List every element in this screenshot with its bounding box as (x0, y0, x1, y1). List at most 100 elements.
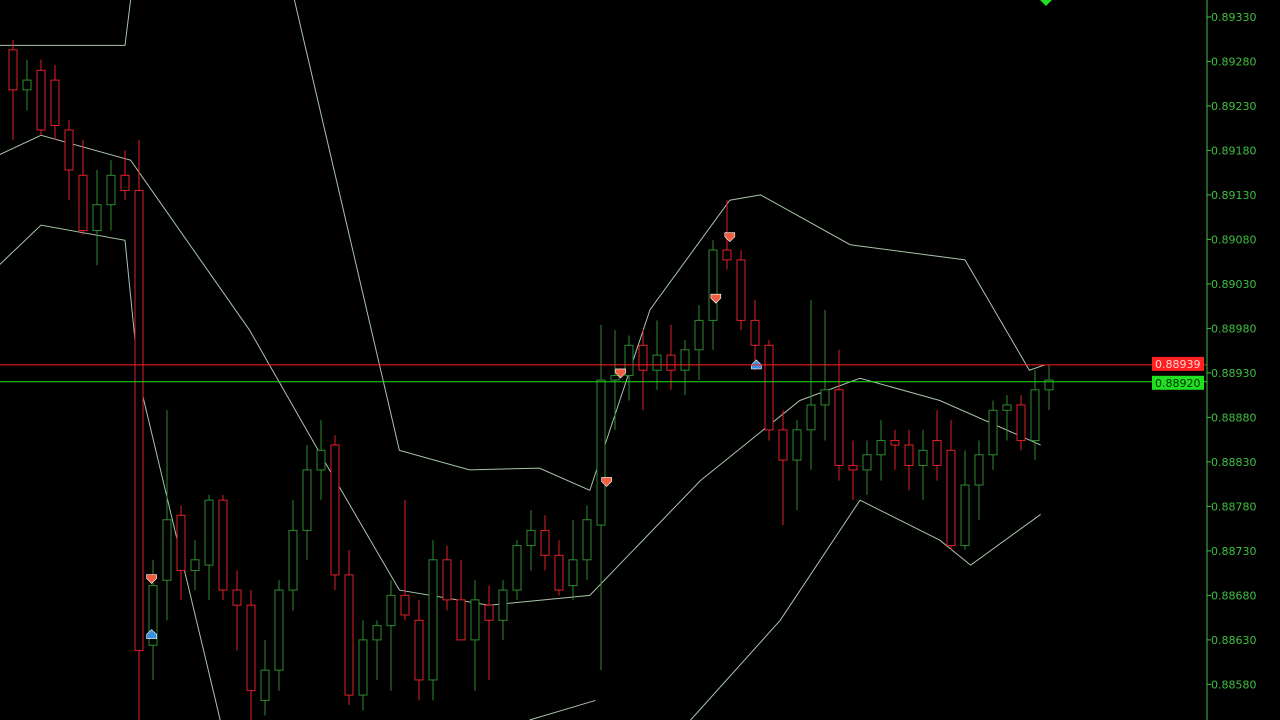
candle-body (932, 440, 942, 466)
candle-body (974, 454, 984, 486)
candle-body (890, 440, 900, 446)
bull-candle (694, 305, 704, 381)
bear-candle (400, 500, 410, 621)
candle-body (540, 529, 550, 556)
y-tick-label: 0.88880 (1211, 411, 1257, 424)
bull-candle (708, 240, 718, 350)
bull-candle (568, 519, 578, 600)
candle-body (288, 529, 298, 591)
bear-candle (722, 200, 732, 270)
y-tick-label: 0.88980 (1211, 322, 1257, 335)
price-tags: 0.88939 0.88920 (1152, 356, 1204, 390)
candle-body (260, 669, 270, 701)
candle-body (736, 259, 746, 321)
candle-body (372, 625, 382, 641)
candle-body (904, 444, 914, 466)
band-upper (0, 0, 132, 46)
bull-candle (1002, 395, 1012, 441)
candle-body (50, 79, 60, 126)
bull-candle (512, 540, 522, 600)
candle-body (554, 554, 564, 591)
candle-body (694, 319, 704, 351)
bear-candle (330, 435, 340, 591)
candle-body (918, 449, 928, 466)
bull-candle (162, 410, 172, 621)
bear-candle (890, 429, 900, 470)
bid-price-tag: 0.88920 (1152, 375, 1204, 390)
bull-candle (974, 440, 984, 520)
candle-body (484, 604, 494, 621)
candle-body (988, 409, 998, 456)
candle-body (946, 449, 956, 547)
candle-body (792, 429, 802, 461)
candle-body (638, 344, 648, 371)
candle-body (148, 585, 158, 646)
sell-arrow-icon (601, 477, 612, 487)
bear-candle (638, 330, 648, 411)
bear-candle (1016, 395, 1026, 451)
candle-body (78, 174, 88, 232)
price-axis[interactable]: 0.89330 0.89280 0.89230 0.89180 0.89130 0.890… (1207, 11, 1257, 691)
bear-candle (78, 139, 88, 235)
candle-body (204, 499, 214, 566)
bull-candle (652, 320, 662, 390)
candle-body (386, 594, 396, 627)
candle-body (330, 444, 340, 576)
candle-body (302, 469, 312, 531)
candle-body (442, 559, 452, 601)
bull-candle (960, 450, 970, 551)
y-tick-label: 0.88780 (1211, 500, 1257, 513)
bear-candle (8, 40, 18, 140)
bull-candle (596, 324, 606, 671)
band-lower (0, 224, 221, 720)
sell-arrow-icon (615, 368, 626, 379)
candle-body (1002, 404, 1012, 411)
candle-body (8, 49, 18, 91)
bull-candle (624, 335, 634, 401)
bull-candle (610, 330, 620, 430)
y-tick-label: 0.88730 (1211, 545, 1257, 558)
bear-candle (932, 410, 942, 481)
candle-body (764, 344, 774, 431)
bear-candle (120, 150, 130, 201)
buy-arrow-icon (146, 629, 157, 639)
price-tag-label: 0.88920 (1155, 377, 1201, 390)
y-tick-label: 0.89330 (1211, 11, 1257, 24)
candle-body (274, 589, 284, 671)
candle-body (722, 249, 732, 261)
bear-candle (736, 250, 746, 331)
candle-body (470, 599, 480, 641)
bull-candle (288, 500, 298, 611)
candle-body (106, 174, 116, 206)
bull-candle (372, 620, 382, 680)
bull-candle (190, 540, 200, 591)
candle-body (232, 589, 242, 606)
candle-body (862, 454, 872, 471)
candle-body (834, 389, 844, 466)
bull-candle (526, 509, 536, 571)
candle-body (568, 559, 578, 587)
candle-body (1030, 389, 1040, 442)
candle-body (596, 379, 606, 526)
candle-body (428, 559, 438, 681)
y-tick-label: 0.89080 (1211, 233, 1257, 246)
price-lines (0, 364, 1207, 383)
bull-candle (204, 494, 214, 600)
bear-candle (36, 59, 46, 136)
candle-body (526, 529, 536, 547)
candle-body (162, 519, 172, 581)
bear-candle (414, 599, 424, 701)
y-tick-label: 0.89180 (1211, 144, 1257, 157)
bear-candle (232, 570, 242, 651)
sell-arrow-icon (710, 293, 722, 304)
band-middle (0, 134, 1041, 606)
y-tick-label: 0.89230 (1211, 100, 1257, 113)
ask-price-tag: 0.88939 (1152, 356, 1204, 371)
candle-body (190, 559, 200, 571)
candle-body (708, 249, 718, 321)
candle-body (1016, 404, 1026, 442)
sell-arrow-icon (146, 574, 157, 584)
bull-candle (498, 580, 508, 640)
candle-body (92, 204, 102, 232)
